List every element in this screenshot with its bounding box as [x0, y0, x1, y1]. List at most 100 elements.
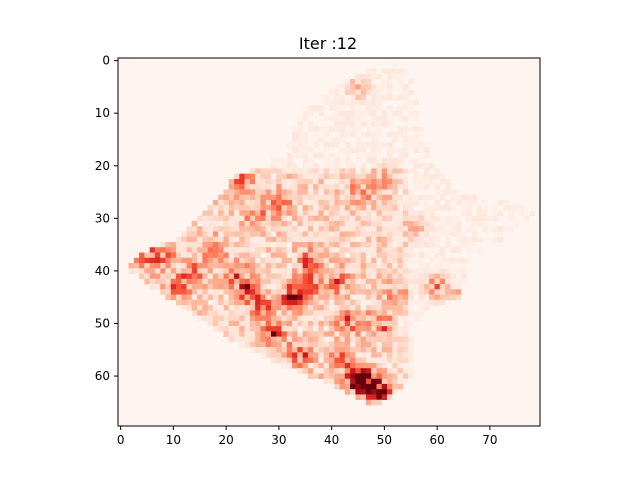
heatmap-cell [318, 194, 325, 201]
heatmap-cell [329, 178, 335, 185]
heatmap-cell [260, 210, 266, 217]
heatmap-cell [402, 189, 409, 195]
heatmap-cell [376, 294, 383, 301]
heatmap-cell [387, 178, 393, 185]
heatmap-cell [355, 278, 361, 285]
heatmap-cell [270, 247, 277, 253]
heatmap-cell [365, 215, 372, 222]
heatmap-cell [212, 294, 219, 301]
heatmap-cell [181, 289, 187, 295]
heatmap-cell [476, 247, 483, 253]
heatmap-cell [360, 294, 367, 301]
heatmap-cell [265, 326, 272, 332]
heatmap-cell [387, 347, 393, 353]
heatmap-cell [234, 236, 240, 243]
heatmap-cell [371, 257, 377, 264]
heatmap-cell [318, 257, 325, 264]
heatmap-cell [365, 263, 372, 269]
heatmap-cell [350, 383, 356, 390]
heatmap-cell [466, 205, 472, 211]
heatmap-cell [408, 352, 414, 358]
heatmap-cell [503, 205, 509, 211]
heatmap-cell [350, 194, 356, 201]
heatmap-cell [355, 257, 361, 264]
heatmap-cell [376, 184, 383, 190]
heatmap-cell [170, 273, 177, 280]
heatmap-cell [344, 320, 351, 327]
heatmap-cell [234, 247, 240, 253]
heatmap-cell [365, 89, 372, 96]
heatmap-cell [313, 257, 319, 264]
heatmap-cell [323, 226, 330, 232]
heatmap-cell [144, 268, 150, 274]
heatmap-cell [392, 289, 398, 295]
heatmap-cell [170, 268, 177, 274]
heatmap-cell [292, 163, 298, 169]
heatmap-cell [387, 315, 393, 322]
heatmap-cell [387, 357, 393, 364]
heatmap-cell [392, 305, 398, 311]
heatmap-cell [276, 236, 282, 243]
heatmap-cell [249, 220, 256, 227]
heatmap-cell [360, 163, 367, 169]
heatmap-cell [323, 205, 330, 211]
heatmap-cell [360, 121, 367, 127]
y-tick-label: 40 [95, 264, 110, 278]
heatmap-cell [297, 294, 303, 301]
heatmap-cell [492, 236, 499, 243]
heatmap-cell [365, 220, 372, 227]
heatmap-cell [286, 199, 293, 206]
heatmap-cell [149, 278, 156, 285]
heatmap-cell [350, 236, 356, 243]
heatmap-cell [365, 284, 372, 290]
heatmap-cell [297, 320, 303, 327]
heatmap-cell [239, 247, 245, 253]
heatmap-cell [387, 105, 393, 111]
heatmap-cell [286, 226, 293, 232]
heatmap-cell [265, 184, 272, 190]
heatmap-cell [260, 257, 266, 264]
heatmap-cell [397, 184, 404, 190]
heatmap-cell [339, 263, 346, 269]
heatmap-cell [365, 157, 372, 164]
heatmap-cell [286, 352, 293, 358]
heatmap-cell [228, 257, 235, 264]
heatmap-cell [418, 247, 425, 253]
heatmap-cell [207, 268, 214, 274]
heatmap-cell [376, 199, 383, 206]
heatmap-cell [218, 252, 224, 259]
heatmap-cell [481, 226, 488, 232]
heatmap-cell [197, 242, 203, 248]
heatmap-cell [387, 289, 393, 295]
heatmap-cell [355, 105, 361, 111]
heatmap-cell [360, 194, 367, 201]
heatmap-cell [350, 336, 356, 343]
heatmap-cell [329, 373, 335, 379]
heatmap-cell [234, 199, 240, 206]
heatmap-cell [365, 142, 372, 148]
heatmap-cell [181, 263, 187, 269]
heatmap-cell [460, 199, 467, 206]
heatmap-cell [371, 278, 377, 285]
heatmap-cell [223, 320, 230, 327]
heatmap-cell [249, 341, 256, 348]
heatmap-cell [313, 373, 319, 379]
heatmap-cell [186, 226, 193, 232]
heatmap-cell [371, 341, 377, 348]
heatmap-cell [344, 352, 351, 358]
heatmap-cell [376, 247, 383, 253]
heatmap-cell [397, 94, 404, 101]
heatmap-cell [313, 194, 319, 201]
x-tick-label: 60 [429, 433, 444, 447]
heatmap-cell [381, 263, 388, 269]
heatmap-cell [334, 315, 340, 322]
heatmap-cell [339, 194, 346, 201]
heatmap-cell [297, 126, 303, 132]
heatmap-cell [350, 168, 356, 174]
heatmap-cell [339, 136, 346, 143]
heatmap-cell [418, 310, 425, 316]
x-tick-label: 40 [324, 433, 339, 447]
heatmap-cell [381, 326, 388, 332]
heatmap-cell [270, 315, 277, 322]
heatmap-cell [160, 289, 166, 295]
